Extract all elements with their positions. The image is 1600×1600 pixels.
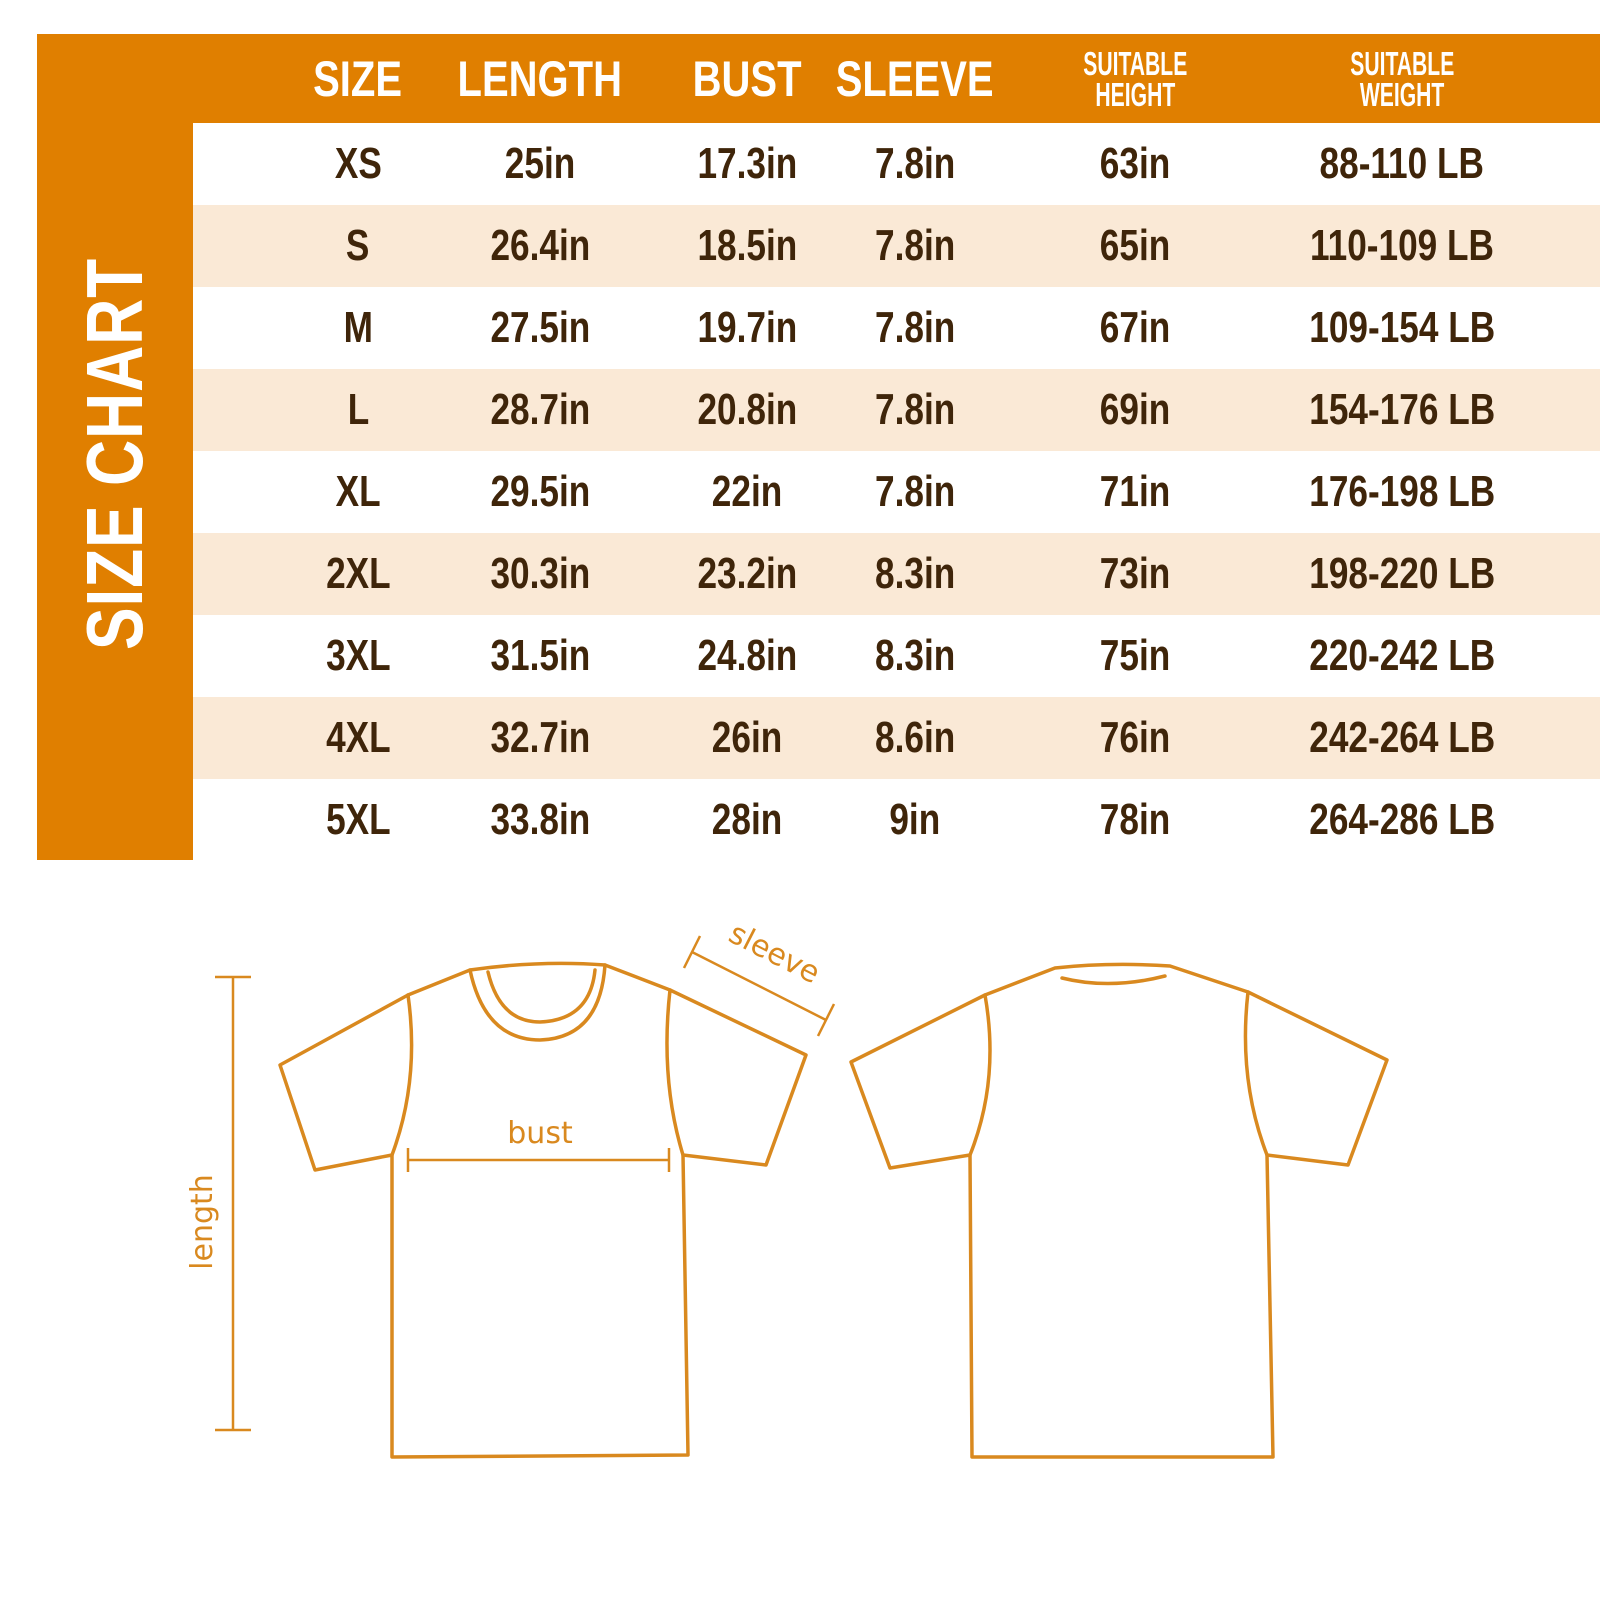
cell-bust: 23.2in: [697, 549, 797, 598]
cell-size: S: [346, 221, 370, 270]
cell-weight: 242-264 LB: [1309, 713, 1495, 762]
cell-bust: 28in: [711, 795, 783, 844]
cell-bust: 18.5in: [697, 221, 797, 270]
cell-weight: 109-154 LB: [1309, 303, 1495, 352]
cell-bust: 17.3in: [697, 139, 797, 188]
back-tshirt-outline: [849, 962, 1389, 1459]
cell-height: 78in: [1099, 795, 1171, 844]
cell-bust: 19.7in: [697, 303, 797, 352]
cell-height: 73in: [1099, 549, 1171, 598]
header-length: LENGTH: [457, 50, 623, 107]
length-label: length: [185, 1174, 220, 1270]
length-measure-line: [215, 975, 251, 1432]
cell-height: 75in: [1099, 631, 1171, 680]
cell-height: 71in: [1099, 467, 1171, 516]
cell-height: 65in: [1099, 221, 1171, 270]
cell-height: 67in: [1099, 303, 1171, 352]
cell-sleeve: 8.3in: [874, 549, 956, 598]
table-row: L 28.7in 20.8in 7.8in 69in 154-176 LB: [193, 369, 1600, 451]
table-row: XL 29.5in 22in 7.8in 71in 176-198 LB: [193, 451, 1600, 533]
cell-length: 26.4in: [490, 221, 590, 270]
cell-size: L: [347, 385, 369, 434]
cell-sleeve: 8.3in: [874, 631, 956, 680]
cell-size: 4XL: [325, 713, 391, 762]
cell-length: 28.7in: [490, 385, 590, 434]
cell-length: 30.3in: [490, 549, 590, 598]
header-bust: BUST: [692, 50, 802, 107]
cell-weight: 110-109 LB: [1310, 221, 1494, 270]
header-suitable-height: SUITABLE HEIGHT: [1082, 44, 1188, 113]
cell-sleeve: 7.8in: [874, 385, 956, 434]
header-suitable-weight: SUITABLE WEIGHT: [1349, 44, 1455, 113]
table-row: 5XL 33.8in 28in 9in 78in 264-286 LB: [193, 779, 1600, 860]
cell-weight: 198-220 LB: [1309, 549, 1495, 598]
cell-sleeve: 7.8in: [874, 221, 956, 270]
cell-sleeve: 7.8in: [874, 139, 956, 188]
header-sleeve: SLEEVE: [836, 50, 994, 107]
cell-bust: 24.8in: [697, 631, 797, 680]
cell-height: 69in: [1099, 385, 1171, 434]
cell-sleeve: 7.8in: [874, 467, 956, 516]
cell-bust: 22in: [711, 467, 783, 516]
header-size: SIZE: [313, 50, 403, 107]
table-body: XS 25in 17.3in 7.8in 63in 88-110 LB S 26.4in 18.…: [193, 123, 1600, 860]
table-row: 3XL 31.5in 24.8in 8.3in 75in 220-242 LB: [193, 615, 1600, 697]
sleeve-measure-line: [682, 935, 836, 1037]
cell-bust: 20.8in: [697, 385, 797, 434]
table-row: 2XL 30.3in 23.2in 8.3in 73in 198-220 LB: [193, 533, 1600, 615]
cell-length: 33.8in: [490, 795, 590, 844]
cell-length: 25in: [504, 139, 576, 188]
cell-sleeve: 9in: [889, 795, 941, 844]
cell-size: 2XL: [325, 549, 391, 598]
cell-height: 76in: [1099, 713, 1171, 762]
bust-label: bust: [507, 1116, 573, 1151]
sleeve-label: sleeve: [723, 916, 825, 991]
cell-weight: 88-110 LB: [1319, 139, 1485, 188]
size-chart-table: SIZE CHART SIZE LENGTH BUST SLEEVE SUITA…: [37, 34, 1600, 860]
cell-size: 5XL: [325, 795, 391, 844]
cell-bust: 26in: [711, 713, 783, 762]
cell-length: 31.5in: [490, 631, 590, 680]
bust-measure-line: [406, 1148, 671, 1172]
table-row: S 26.4in 18.5in 7.8in 65in 110-109 LB: [193, 205, 1600, 287]
cell-weight: 220-242 LB: [1309, 631, 1495, 680]
table-row: XS 25in 17.3in 7.8in 63in 88-110 LB: [193, 123, 1600, 205]
front-tshirt-outline: [278, 961, 808, 1459]
cell-height: 63in: [1099, 139, 1171, 188]
cell-size: XL: [335, 467, 381, 516]
cell-length: 27.5in: [490, 303, 590, 352]
cell-size: XS: [334, 139, 382, 188]
cell-weight: 264-286 LB: [1309, 795, 1495, 844]
cell-length: 32.7in: [490, 713, 590, 762]
cell-sleeve: 7.8in: [874, 303, 956, 352]
cell-weight: 176-198 LB: [1309, 467, 1495, 516]
cell-sleeve: 8.6in: [874, 713, 956, 762]
cell-length: 29.5in: [490, 467, 590, 516]
table-row: 4XL 32.7in 26in 8.6in 76in 242-264 LB: [193, 697, 1600, 779]
cell-weight: 154-176 LB: [1309, 385, 1495, 434]
table-row: M 27.5in 19.7in 7.8in 67in 109-154 LB: [193, 287, 1600, 369]
cell-size: M: [343, 303, 373, 352]
cell-size: 3XL: [325, 631, 391, 680]
